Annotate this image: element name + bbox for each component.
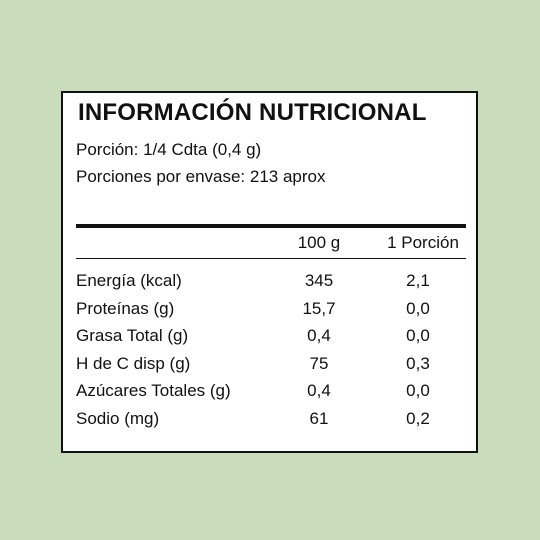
nutrient-name: Grasa Total (g) — [76, 326, 189, 346]
nutrient-row: Sodio (mg) 61 0,2 — [76, 409, 466, 437]
thin-divider — [76, 258, 466, 259]
nutrient-row: Proteínas (g) 15,7 0,0 — [76, 299, 466, 327]
nutrient-row: H de C disp (g) 75 0,3 — [76, 354, 466, 382]
nutrient-value-per-serving: 0,0 — [406, 298, 430, 318]
nutrient-name: Azúcares Totales (g) — [76, 381, 231, 401]
nutrient-value-per-serving: 0,2 — [406, 408, 430, 428]
nutrient-row: Grasa Total (g) 0,4 0,0 — [76, 326, 466, 354]
nutrient-row: Azúcares Totales (g) 0,4 0,0 — [76, 381, 466, 409]
nutrient-value-per-100g: 61 — [309, 408, 329, 428]
nutrient-value-per-100g: 345 — [304, 271, 334, 290]
nutrient-value-per-serving: 0,0 — [406, 381, 430, 401]
nutrient-value-per-100g: 15,7 — [302, 298, 336, 318]
nutrient-name: Sodio (mg) — [76, 408, 160, 428]
nutrient-name: Proteínas (g) — [76, 298, 175, 318]
nutrient-value-per-100g: 0,4 — [307, 326, 331, 346]
thick-divider — [76, 224, 466, 228]
label-title: INFORMACIÓN NUTRICIONAL — [78, 99, 427, 126]
servings-per-container: Porciones por envase: 213 aprox — [76, 167, 326, 186]
nutrient-value-per-100g: 75 — [309, 353, 329, 373]
nutrient-row: Energía (kcal) 345 2,1 — [76, 271, 466, 299]
column-header-per-serving: 1 Porción — [387, 233, 459, 252]
nutrient-value-per-serving: 0,3 — [406, 353, 430, 373]
nutrient-name: Energía (kcal) — [76, 271, 182, 290]
nutrient-table: Energía (kcal) 345 2,1 Proteínas (g) 15,… — [76, 271, 466, 437]
nutrient-value-per-100g: 0,4 — [307, 381, 331, 401]
nutrient-value-per-serving: 0,0 — [406, 326, 430, 346]
nutrient-value-per-serving: 2,1 — [406, 271, 430, 290]
nutrition-facts-panel: INFORMACIÓN NUTRICIONAL Porción: 1/4 Cdt… — [61, 91, 478, 453]
column-header-per-100g: 100 g — [297, 233, 341, 252]
nutrient-name: H de C disp (g) — [76, 353, 191, 373]
serving-size: Porción: 1/4 Cdta (0,4 g) — [76, 140, 262, 159]
